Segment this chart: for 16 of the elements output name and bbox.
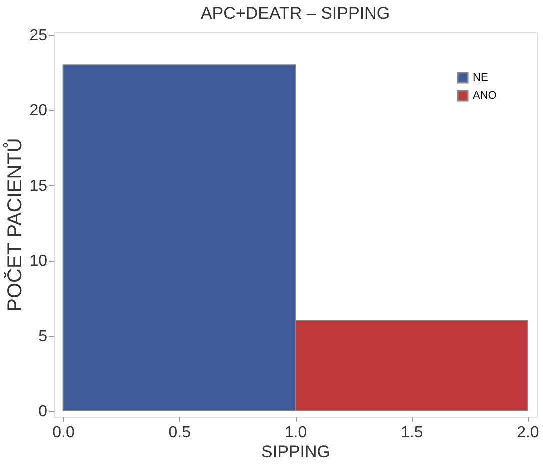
x-tick-label: 1.0: [284, 424, 308, 442]
y-tick-label: 20: [30, 102, 48, 120]
y-tick-label: 15: [30, 178, 48, 195]
y-tick-label: 5: [38, 328, 48, 346]
x-axis-title: SIPPING: [262, 442, 330, 462]
y-axis-title: POČET PACIENTŮ: [2, 138, 27, 312]
x-tick-label: 0.0: [52, 424, 76, 442]
x-tick-label: 2.0: [517, 424, 540, 442]
x-tick-label: 0.5: [168, 424, 192, 442]
chart-title: APC+DEATR – SIPPING: [200, 4, 390, 24]
y-tick-label: 10: [30, 253, 48, 270]
y-tick-label: 25: [30, 28, 48, 45]
legend-label: ANO: [473, 90, 498, 102]
x-tick-label: 1.5: [400, 424, 424, 442]
y-tick-label: 0: [38, 403, 48, 420]
legend-label: NE: [473, 72, 488, 84]
